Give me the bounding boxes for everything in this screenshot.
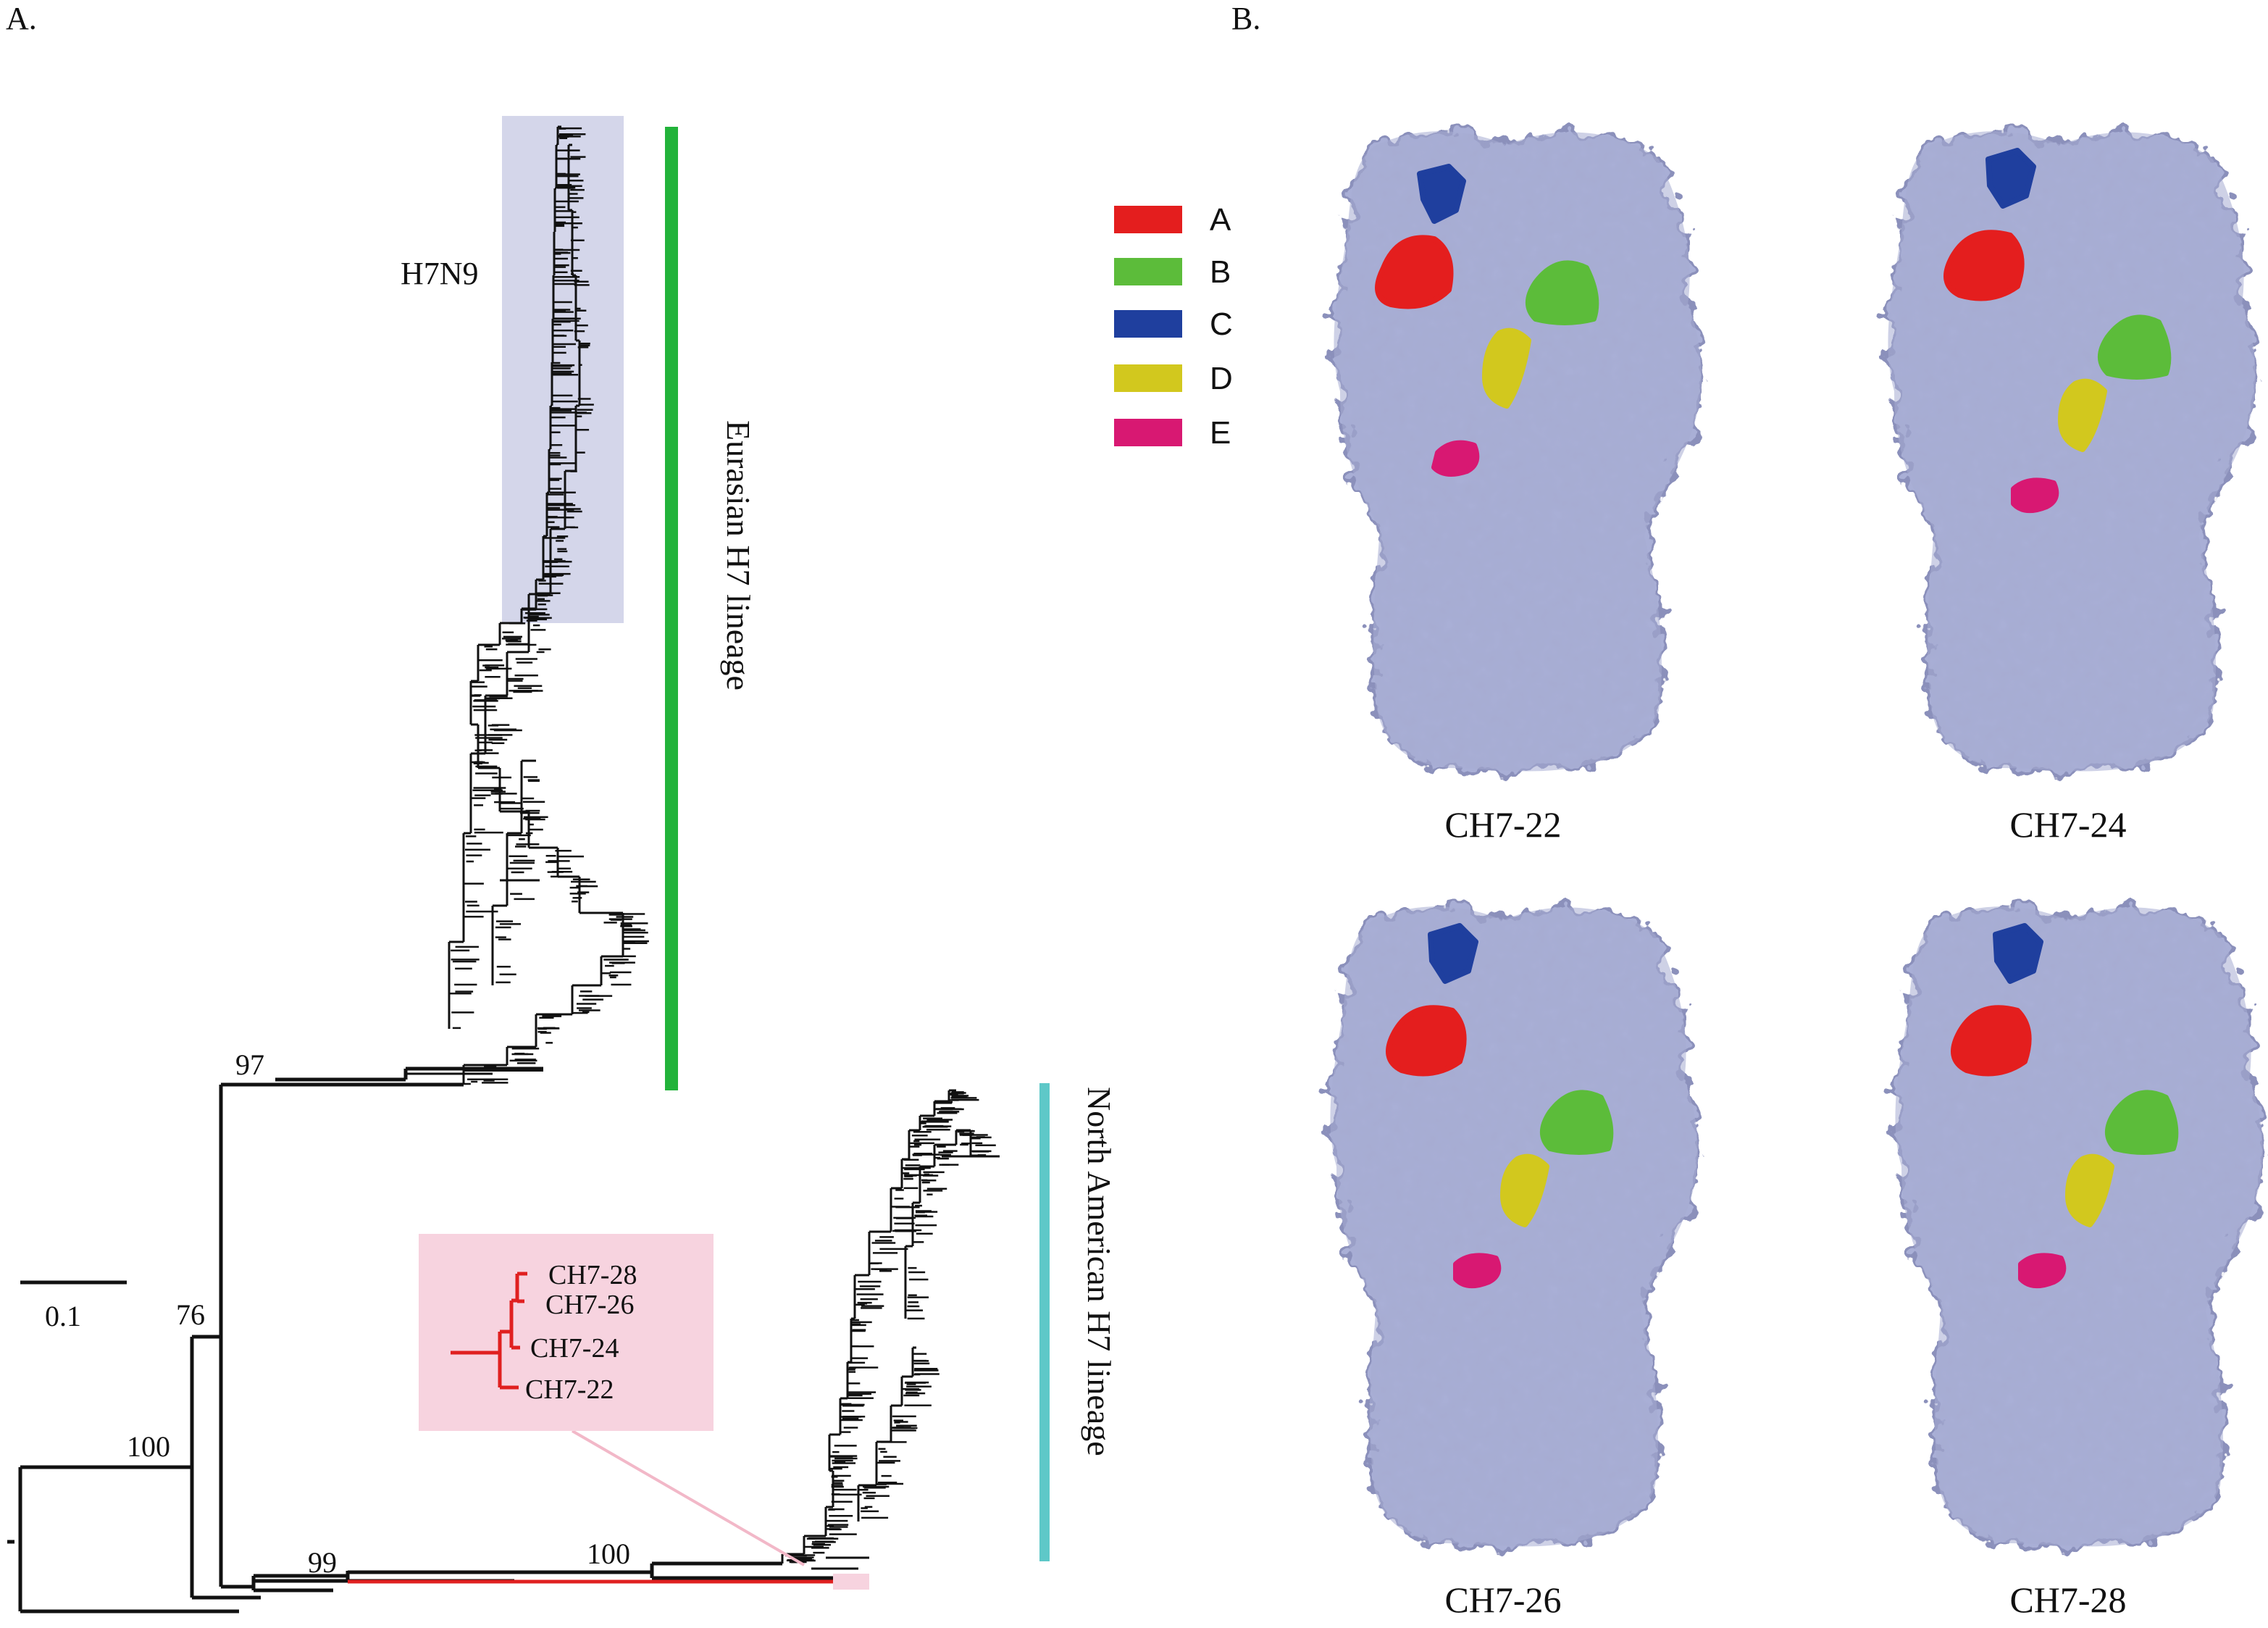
scale-label: 0.1 xyxy=(45,1300,81,1332)
epitope-patch xyxy=(1500,1153,1549,1227)
structure-label-ch7-28: CH7-28 xyxy=(2009,1579,2126,1620)
panel-b-label: B. xyxy=(1231,1,1260,36)
legend-swatch-d xyxy=(1114,364,1182,392)
h7n9-label: H7N9 xyxy=(401,256,479,291)
legend-swatch-b xyxy=(1114,258,1182,285)
structure-label-ch7-22: CH7-22 xyxy=(1444,804,1561,845)
north-american-clade xyxy=(781,1089,1000,1570)
bootstrap-100-na: 100 xyxy=(587,1537,630,1570)
epitope-legend: A B C D E xyxy=(1114,202,1233,451)
inset-label-ch7-28: CH7-28 xyxy=(548,1260,637,1290)
surface-texture xyxy=(1334,131,1702,772)
epitope-patch xyxy=(1943,230,2025,301)
panel-a-label: A. xyxy=(6,1,37,36)
epitope-patch xyxy=(1431,440,1480,477)
epitope-patch xyxy=(2105,1090,2179,1155)
surface-texture xyxy=(1330,906,1698,1547)
legend-label-d: D xyxy=(1210,361,1233,396)
epitope-patch xyxy=(1985,148,2036,209)
epitope-patch xyxy=(2058,378,2107,452)
inset-box xyxy=(419,1234,714,1431)
epitope-patch xyxy=(1526,260,1599,325)
epitope-patch xyxy=(2065,1153,2114,1227)
inset-tree xyxy=(451,1272,527,1390)
north-american-lineage-bar xyxy=(1039,1083,1050,1561)
legend-label-c: C xyxy=(1210,306,1233,342)
epitope-patch xyxy=(2011,477,2059,514)
protein-surface xyxy=(1886,129,2258,774)
eurasian-clade xyxy=(406,125,649,1085)
protein-surface xyxy=(1328,904,1700,1549)
epitope-patch xyxy=(1482,327,1531,409)
legend-label-b: B xyxy=(1210,254,1231,290)
epitope-patch xyxy=(2018,1253,2067,1289)
eurasian-lineage-label: Eurasian H7 lineage xyxy=(720,420,757,690)
panel-a: A. H7N9 Eurasian H7 lineage North Americ… xyxy=(6,1,1118,1614)
epitope-patch xyxy=(1453,1253,1502,1289)
legend-label-e: E xyxy=(1210,415,1231,451)
h7n9-highlight-box xyxy=(502,116,624,623)
epitope-patch xyxy=(1428,923,1478,984)
protein-surface xyxy=(1893,904,2265,1549)
epitope-patch xyxy=(1417,164,1466,224)
bootstrap-99: 99 xyxy=(308,1546,337,1579)
epitope-patch xyxy=(1993,923,2043,984)
legend-swatch-c xyxy=(1114,310,1182,338)
epitope-patch xyxy=(1951,1005,2032,1077)
panel-b: B. A B C D E CH7-22 CH7-24 CH7-26 CH7-28 xyxy=(1114,1,2265,1620)
legend-swatch-a xyxy=(1114,206,1182,233)
epitope-patch xyxy=(1375,235,1454,309)
inset-label-ch7-26: CH7-26 xyxy=(545,1290,634,1320)
legend-label-a: A xyxy=(1210,202,1231,238)
north-american-lineage-label: North American H7 lineage xyxy=(1081,1087,1118,1456)
eurasian-lineage-bar xyxy=(665,127,678,1090)
epitope-patch xyxy=(2098,314,2172,380)
inset-connector xyxy=(571,1429,805,1566)
protein-surface xyxy=(1331,129,1704,774)
structure-label-ch7-24: CH7-24 xyxy=(2009,804,2126,845)
bootstrap-100-root: 100 xyxy=(127,1430,170,1463)
protein-structures xyxy=(1328,129,2265,1549)
legend-swatch-e xyxy=(1114,419,1182,446)
epitope-patch xyxy=(1386,1005,1467,1077)
bootstrap-97: 97 xyxy=(235,1048,264,1081)
inset-label-ch7-22: CH7-22 xyxy=(525,1374,614,1405)
structure-label-ch7-26: CH7-26 xyxy=(1444,1579,1561,1620)
ch7-tip-box xyxy=(833,1574,869,1590)
surface-texture xyxy=(1895,906,2263,1547)
surface-texture xyxy=(1888,131,2256,772)
inset-label-ch7-24: CH7-24 xyxy=(530,1333,619,1364)
epitope-patch xyxy=(1540,1090,1614,1155)
bootstrap-76: 76 xyxy=(176,1298,205,1331)
